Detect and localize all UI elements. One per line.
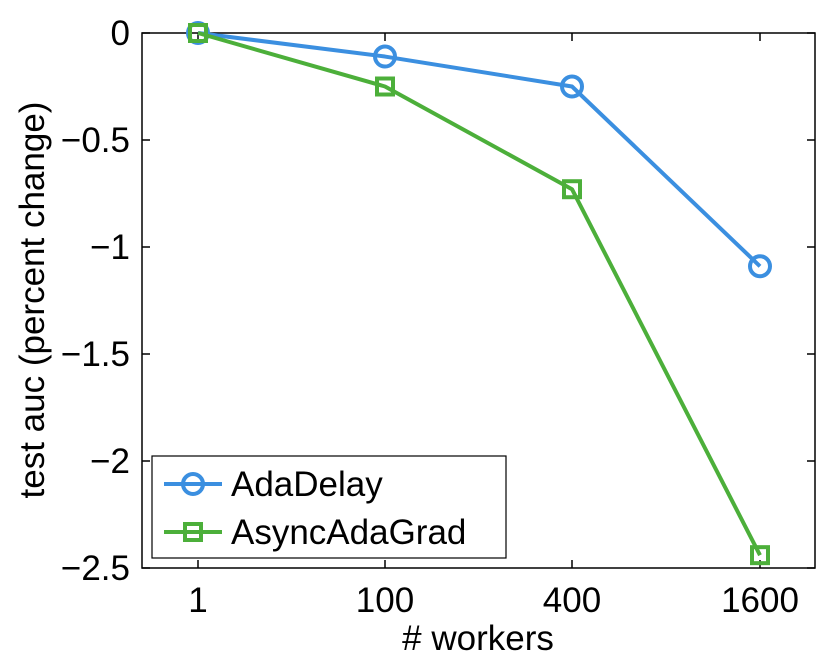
y-tick-label: −2.5 — [61, 549, 130, 588]
x-tick-label: 1600 — [721, 581, 799, 620]
y-tick-label: −0.5 — [61, 121, 130, 160]
legend-marker-asyncadagrad — [183, 522, 203, 542]
data-point-asyncadagrad — [375, 76, 395, 97]
x-tick-label: 100 — [356, 581, 414, 620]
y-tick-label: −2 — [90, 442, 130, 481]
data-point-adadelay — [748, 254, 772, 279]
axis-ticks: 0 −0.5 −1 −1.5 −2 −2.5 1 100 400 1600 — [61, 14, 815, 620]
data-point-adadelay — [560, 74, 584, 99]
data-point-adadelay — [373, 44, 397, 69]
data-point-asyncadagrad — [562, 179, 582, 200]
y-axis-label: test auc (percent change) — [13, 102, 52, 499]
series-layer — [186, 21, 772, 566]
series-line-adadelay — [197, 31, 762, 268]
legend-box — [151, 455, 507, 559]
y-tick-label: −1.5 — [61, 335, 130, 374]
y-tick-label: 0 — [111, 14, 130, 53]
x-axis-label: # workers — [402, 619, 554, 658]
legend-label-asyncadagrad: AsyncAdaGrad — [231, 513, 466, 552]
data-point-asyncadagrad — [188, 23, 208, 43]
y-tick-label: −1 — [90, 228, 130, 267]
x-tick-label: 1 — [188, 581, 207, 620]
x-tick-label: 400 — [543, 581, 601, 620]
series-line-asyncadagrad — [197, 31, 762, 557]
legend-marker-adadelay — [181, 472, 205, 496]
legend-label-adadelay: AdaDelay — [231, 465, 383, 504]
data-point-asyncadagrad — [750, 545, 770, 566]
legend: AdaDelay AsyncAdaGrad — [151, 455, 507, 559]
